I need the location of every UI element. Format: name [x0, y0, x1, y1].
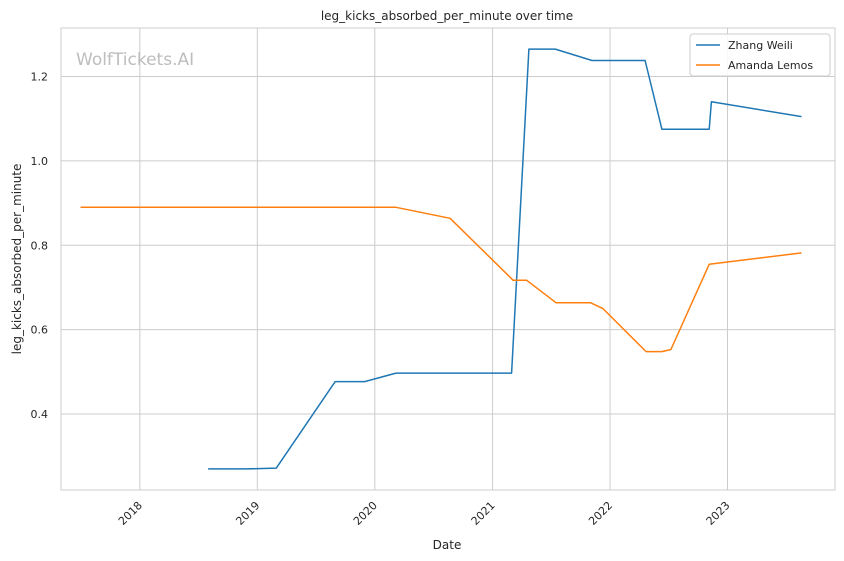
y-axis-ticks: 0.4 0.6 0.8 1.0 1.2: [31, 71, 49, 422]
chart-title: leg_kicks_absorbed_per_minute over time: [321, 9, 573, 23]
x-axis-label: Date: [433, 538, 462, 552]
y-axis-label: leg_kicks_absorbed_per_minute: [10, 164, 24, 355]
legend-label: Zhang Weili: [728, 39, 793, 52]
watermark-text: WolfTickets.AI: [76, 50, 194, 70]
legend-box: [689, 33, 831, 77]
series-line-0: [208, 48, 802, 470]
legend: Zhang Weili Amanda Lemos: [689, 33, 831, 77]
series-line-1: [80, 206, 802, 353]
y-tick-label: 0.4: [31, 408, 49, 421]
y-tick-label: 1.0: [31, 155, 49, 168]
y-tick-label: 1.2: [31, 71, 49, 84]
y-tick-label: 0.6: [31, 324, 49, 337]
y-gridlines: [61, 76, 835, 415]
y-tick-label: 0.8: [31, 239, 49, 252]
series-layer: [80, 48, 802, 470]
legend-label: Amanda Lemos: [728, 59, 813, 72]
plot-area-frame: [60, 27, 836, 491]
